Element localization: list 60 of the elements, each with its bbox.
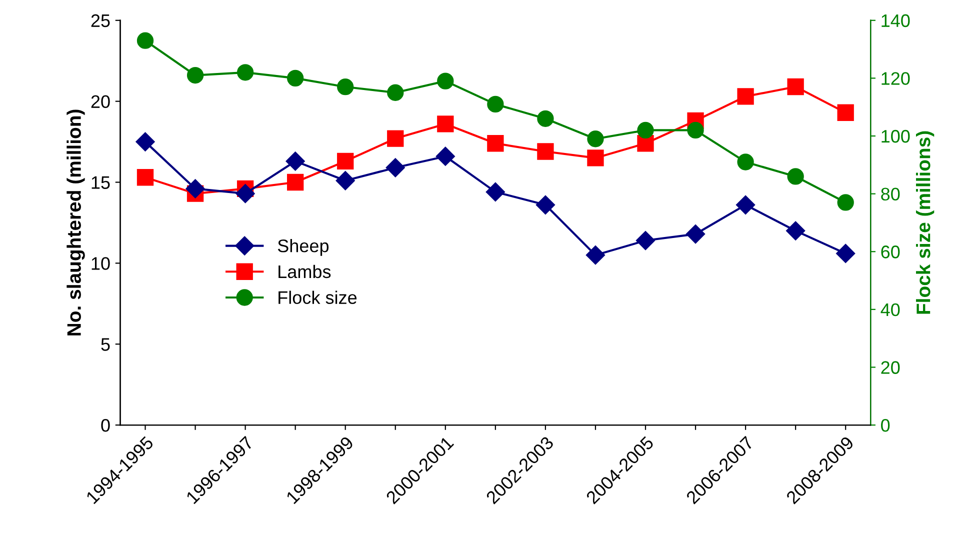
y-axis-title: No. slaughtered (million)	[66, 110, 85, 336]
point	[336, 171, 355, 190]
y2-tick-label: 140	[882, 14, 910, 28]
point	[837, 104, 854, 121]
point	[586, 246, 606, 265]
y2-tick-label: 100	[882, 130, 910, 143]
point	[636, 230, 656, 250]
point	[836, 244, 856, 263]
y-tick-label: 10	[92, 257, 110, 270]
point	[386, 158, 405, 178]
point	[736, 195, 756, 214]
point	[387, 130, 404, 147]
y-tick-label: 20	[91, 95, 110, 108]
point	[236, 64, 254, 81]
point	[286, 152, 305, 171]
point	[686, 224, 706, 244]
point	[236, 184, 255, 204]
y2-tick-label: 120	[882, 72, 910, 85]
point	[186, 66, 204, 84]
legend-label: Sheep	[278, 239, 329, 256]
legend-label: Lambs	[278, 264, 331, 278]
point	[337, 78, 354, 96]
point	[537, 110, 554, 127]
legend-label: Flock size	[278, 290, 357, 304]
point	[337, 152, 354, 170]
point	[687, 122, 704, 139]
point	[637, 122, 654, 139]
point	[487, 135, 504, 152]
y2-tick-label: 80	[881, 188, 900, 201]
point	[587, 130, 604, 148]
point	[787, 78, 804, 96]
y-tick-label: 25	[91, 14, 110, 28]
y2-tick-label: 20	[881, 361, 900, 374]
point	[436, 146, 455, 166]
y2-tick-label: 0	[881, 418, 890, 432]
y2-axis-title: Flock size (millions)	[916, 131, 934, 314]
point	[737, 88, 754, 105]
point	[786, 221, 806, 240]
point	[437, 72, 454, 90]
point	[287, 174, 304, 191]
point	[537, 143, 554, 160]
point	[387, 84, 404, 101]
point	[536, 195, 555, 214]
point	[487, 96, 504, 113]
point	[587, 150, 604, 166]
y2-tick-label: 60	[881, 246, 900, 258]
y-tick-label: 15	[92, 176, 110, 189]
point	[136, 169, 154, 186]
point	[486, 182, 505, 202]
y-tick-label: 5	[101, 338, 110, 351]
point	[186, 179, 205, 198]
y-tick-label: 0	[101, 418, 110, 432]
point	[437, 116, 454, 132]
y2-tick-label: 40	[880, 303, 900, 316]
point	[837, 194, 854, 211]
point	[136, 132, 155, 152]
point	[287, 70, 304, 87]
point	[737, 154, 754, 170]
point	[136, 32, 154, 49]
point	[787, 168, 804, 185]
